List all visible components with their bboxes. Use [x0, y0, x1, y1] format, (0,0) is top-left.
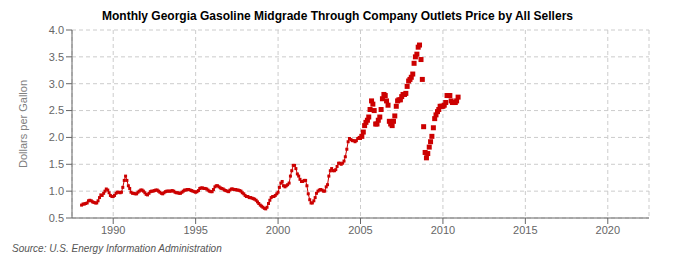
svg-text:0.5: 0.5	[49, 212, 64, 224]
svg-text:2020: 2020	[596, 224, 620, 236]
html-text:Source: U.S. Energy Informatio: Source: U.S. Energy Information Administ…	[12, 243, 222, 254]
svg-text:4.0: 4.0	[49, 24, 64, 36]
svg-text:2.0: 2.0	[49, 131, 64, 143]
svg-text:2000: 2000	[266, 224, 290, 236]
svg-text:2005: 2005	[348, 224, 372, 236]
svg-text:2015: 2015	[513, 224, 537, 236]
svg-text:1995: 1995	[183, 224, 207, 236]
svg-text:Dollars per Gallon: Dollars per Gallon	[17, 80, 29, 168]
svg-text:1.0: 1.0	[49, 185, 64, 197]
svg-text:3.0: 3.0	[49, 78, 64, 90]
svg-text:2.5: 2.5	[49, 104, 64, 116]
svg-text:1.5: 1.5	[49, 158, 64, 170]
svg-text:2010: 2010	[431, 224, 455, 236]
svg-text:1990: 1990	[101, 224, 125, 236]
html-text:Monthly Georgia Gasoline Midgr: Monthly Georgia Gasoline Midgrade Throug…	[102, 9, 573, 23]
svg-text:3.5: 3.5	[49, 51, 64, 63]
